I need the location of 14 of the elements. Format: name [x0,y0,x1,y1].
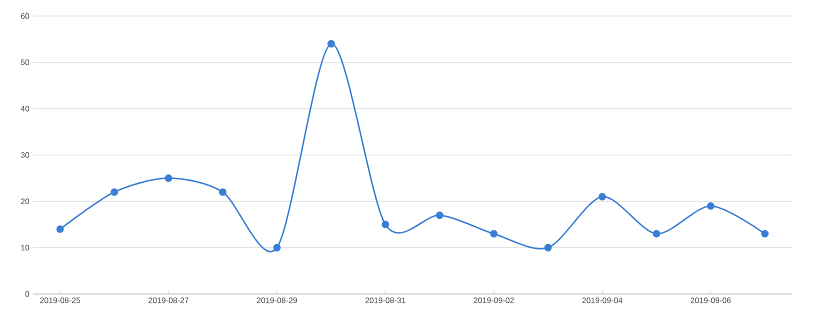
point [652,230,660,238]
point [382,220,390,228]
point [110,188,118,196]
point [598,192,606,200]
point [706,202,714,210]
point [273,244,281,252]
point [219,188,227,196]
point [761,230,769,238]
point [164,174,172,182]
point [56,225,64,233]
point [544,244,552,252]
point [327,40,335,48]
point [490,230,498,238]
point [436,211,444,219]
